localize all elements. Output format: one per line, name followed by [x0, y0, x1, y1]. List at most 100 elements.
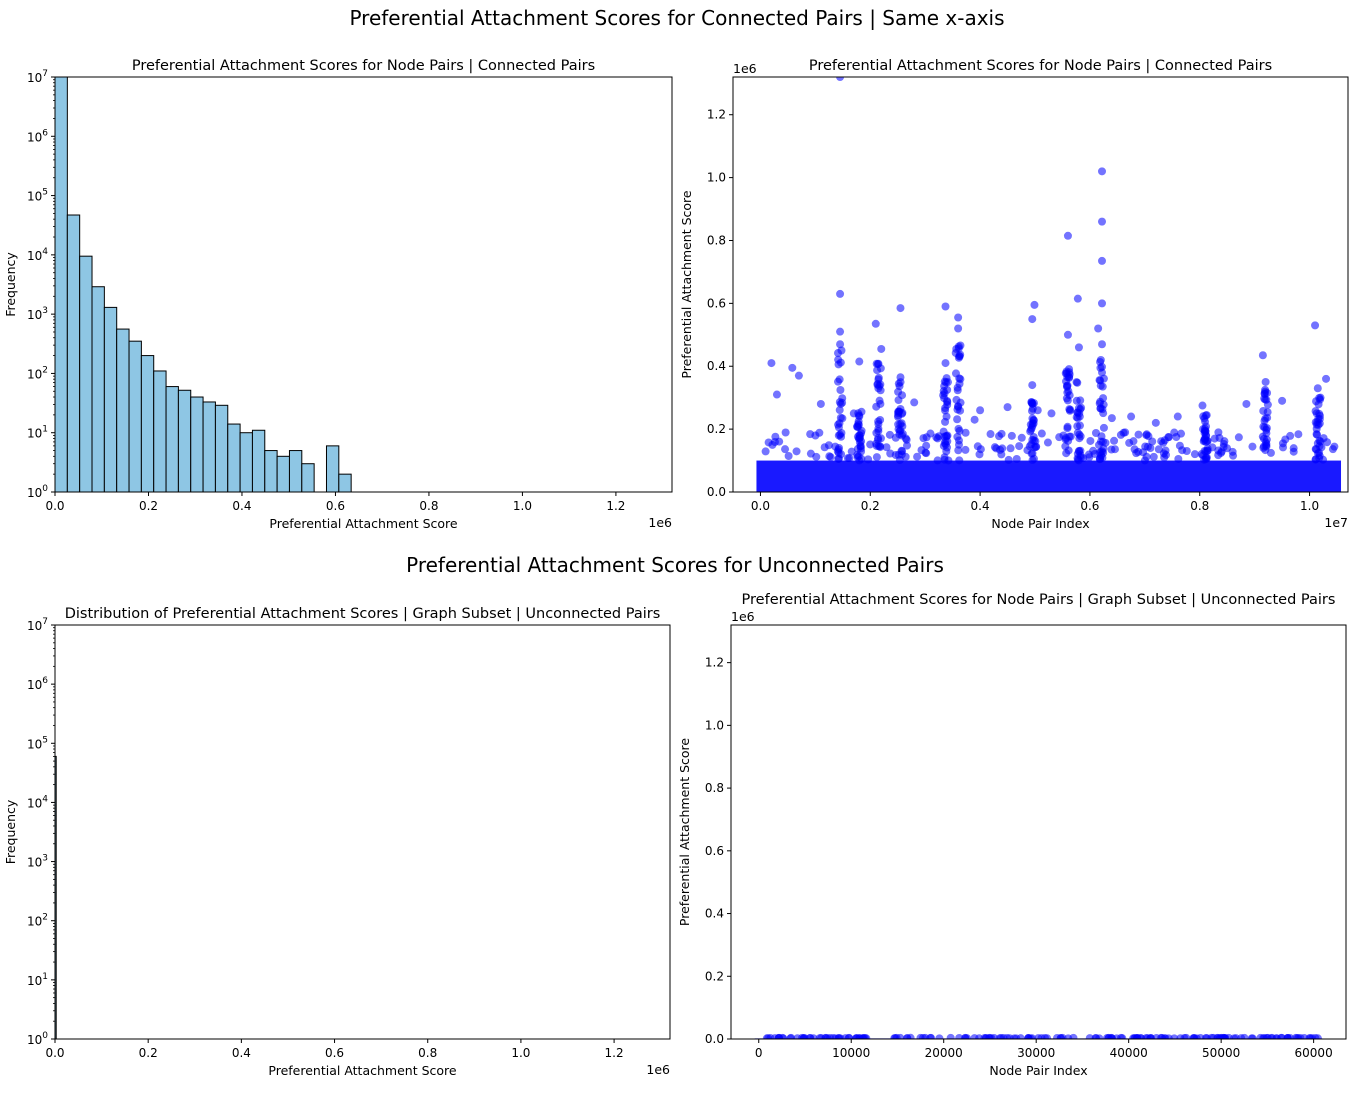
- scatter-point: [1306, 1034, 1315, 1039]
- scatter-point: [1012, 455, 1021, 464]
- scatter-point: [896, 373, 905, 382]
- x-tick-label: 0.0: [45, 1046, 64, 1060]
- scatter-point: [1146, 1034, 1155, 1039]
- scatter-point: [1201, 417, 1210, 426]
- scatter-band-edge: [761, 428, 1339, 465]
- scatter-point: [1175, 441, 1184, 450]
- scatter-point: [834, 360, 843, 369]
- scatter-point: [1033, 406, 1042, 415]
- scatter-cluster: [939, 374, 952, 464]
- scatter-point: [858, 1034, 867, 1039]
- scatter-point: [961, 445, 970, 454]
- scatter-point: [1234, 433, 1243, 442]
- histogram-bar: [276, 455, 290, 492]
- chart-title: Preferential Attachment Scores for Node …: [742, 592, 1336, 608]
- scatter-point: [1196, 1033, 1205, 1039]
- scatter-point: [956, 375, 965, 384]
- scatter-point: [1091, 429, 1100, 438]
- scatter-point: [1174, 454, 1183, 463]
- x-tick-label: 1.0: [513, 499, 532, 513]
- scatter-point: [1277, 1033, 1286, 1039]
- suptitle-bottom: Preferential Attachment Scores for Uncon…: [406, 553, 944, 577]
- x-tick-label: 0.6: [326, 499, 345, 513]
- scatter-point: [1170, 1034, 1179, 1039]
- scatter-point: [935, 1034, 944, 1039]
- scatter-point: [941, 404, 950, 413]
- scatter-point: [767, 359, 776, 368]
- histogram-bar: [325, 445, 340, 492]
- scatter-point: [856, 441, 865, 450]
- scatter-point: [1086, 436, 1095, 445]
- y-offset-label: 1e6: [731, 609, 755, 624]
- y-tick-label: 103: [27, 854, 48, 870]
- scatter-point: [954, 342, 963, 351]
- histogram-bar: [55, 755, 57, 1039]
- scatter-point: [1063, 231, 1072, 240]
- y-tick-label: 100: [27, 484, 48, 500]
- scatter-point: [1132, 449, 1141, 458]
- scatter-point: [1107, 414, 1116, 423]
- histogram-bar: [338, 473, 352, 492]
- histogram-bar: [128, 340, 142, 492]
- scatter-point: [1085, 453, 1094, 462]
- scatter-point: [792, 447, 801, 456]
- scatter-band-edge: [762, 1033, 1322, 1039]
- scatter-point: [1283, 1033, 1292, 1039]
- scatter-point: [774, 1034, 783, 1039]
- scatter-point: [1289, 444, 1298, 453]
- scatter-point: [1162, 450, 1171, 459]
- x-tick-label: 0.6: [1080, 499, 1099, 513]
- scatter-point: [1217, 1033, 1226, 1039]
- scatter-point: [922, 433, 931, 442]
- chart-title: Preferential Attachment Scores for Node …: [809, 58, 1272, 74]
- scatter-point: [771, 432, 780, 441]
- histogram-bar: [91, 286, 105, 492]
- scatter-point: [1005, 1034, 1014, 1039]
- scatter-point: [940, 439, 949, 448]
- scatter-point: [1134, 430, 1143, 439]
- x-tick-label: 0.8: [419, 499, 438, 513]
- scatter-point: [764, 438, 773, 447]
- y-tick-label: 1.0: [707, 171, 726, 185]
- scatter-point: [843, 454, 852, 463]
- plot-area: [55, 755, 57, 1039]
- scatter-point: [926, 1033, 935, 1039]
- scatter-point: [910, 398, 919, 407]
- scatter-point: [1072, 396, 1081, 405]
- scatter-point: [1189, 1034, 1198, 1039]
- histogram-bar: [202, 401, 216, 492]
- scatter-point: [873, 435, 882, 444]
- scatter-point: [897, 450, 906, 459]
- scatter-point: [1136, 1034, 1145, 1039]
- x-offset-label: 1e6: [648, 515, 672, 530]
- scatter-point: [815, 428, 824, 437]
- scatter-point: [1328, 445, 1337, 454]
- scatter-point: [1097, 437, 1106, 446]
- scatter-point: [834, 449, 843, 458]
- axes-frame: [732, 76, 1349, 493]
- scatter-point: [895, 430, 904, 439]
- scatter-point: [990, 443, 999, 452]
- y-tick-label: 102: [27, 913, 48, 929]
- scatter-point: [806, 1034, 815, 1039]
- scatter-point: [1098, 368, 1106, 377]
- scatter-point: [1065, 406, 1074, 415]
- y-axis-label: Frequency: [3, 799, 18, 864]
- scatter-point: [1063, 396, 1072, 405]
- y-tick-label: 102: [27, 365, 48, 381]
- chart-title: Distribution of Preferential Attachment …: [65, 606, 661, 622]
- scatter-point: [890, 1034, 899, 1039]
- scatter-point: [882, 443, 891, 452]
- axes-frame: [54, 76, 673, 493]
- scatter-point: [946, 1033, 955, 1039]
- y-tick-label: 107: [27, 69, 48, 85]
- scatter-point: [985, 1033, 994, 1039]
- scatter-point: [1278, 396, 1287, 405]
- scatter-point: [1095, 455, 1104, 464]
- histogram-bar: [227, 423, 241, 492]
- scatter-point: [1017, 433, 1026, 442]
- scatter-point: [954, 424, 963, 433]
- y-tick-label: 1.2: [707, 108, 726, 122]
- scatter-cluster: [1025, 397, 1039, 465]
- plot-area: [55, 77, 352, 492]
